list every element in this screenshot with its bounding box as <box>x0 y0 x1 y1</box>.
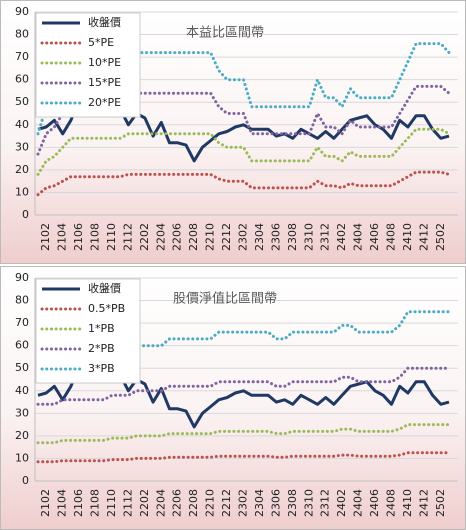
x-tick-label: 2110 <box>105 223 118 251</box>
x-tick-label: 2112 <box>121 489 134 517</box>
y-tick-label: 90 <box>15 5 29 18</box>
y-tick-label: 90 <box>15 271 29 284</box>
legend-label: 1*PB <box>88 322 115 335</box>
x-tick-label: 2402 <box>335 223 348 251</box>
x-tick-label: 2302 <box>237 489 250 517</box>
series-line <box>36 451 451 464</box>
series-line <box>36 127 451 176</box>
x-tick-label: 2502 <box>434 489 447 517</box>
x-tick-label: 2304 <box>253 489 266 517</box>
series-line <box>36 42 451 136</box>
x-tick-label: 2406 <box>368 223 381 251</box>
x-tick-label: 2112 <box>121 223 134 251</box>
x-tick-label: 2404 <box>352 223 365 251</box>
x-tick-label: 2104 <box>56 223 69 251</box>
legend-label: 0.5*PB <box>88 302 125 315</box>
legend-label: 3*PB <box>88 362 115 375</box>
x-tick-label: 2406 <box>368 489 381 517</box>
x-tick-label: 2208 <box>187 223 200 251</box>
x-tick-label: 2202 <box>138 489 151 517</box>
y-tick-label: 60 <box>15 73 29 86</box>
y-tick-label: 50 <box>15 95 29 108</box>
y-tick-label: 50 <box>15 361 29 374</box>
x-tick-label: 2412 <box>417 489 430 517</box>
chart-title: 股價淨值比區間帶 <box>173 291 277 307</box>
y-tick-label: 30 <box>15 140 29 153</box>
legend-label: 10*PE <box>88 56 121 69</box>
series-line <box>36 423 451 445</box>
x-tick-label: 2208 <box>187 489 200 517</box>
y-tick-label: 80 <box>15 294 29 307</box>
y-tick-label: 20 <box>15 429 29 442</box>
y-tick-label: 70 <box>15 316 29 329</box>
x-tick-label: 2402 <box>335 489 348 517</box>
chart-title: 本益比區間帶 <box>186 26 264 41</box>
x-tick-label: 2204 <box>154 223 167 251</box>
x-tick-label: 2102 <box>39 223 52 251</box>
x-tick-label: 2306 <box>269 489 282 517</box>
y-tick-label: 20 <box>15 163 29 176</box>
y-tick-label: 60 <box>15 339 29 352</box>
series-line <box>36 366 451 406</box>
legend-label: 20*PE <box>88 96 121 109</box>
legend-label: 2*PB <box>88 342 115 355</box>
x-tick-label: 2312 <box>319 489 332 517</box>
x-tick-label: 2310 <box>302 489 315 517</box>
x-tick-label: 2308 <box>286 489 299 517</box>
legend-label: 收盤價 <box>88 281 121 295</box>
x-tick-label: 2108 <box>89 223 102 251</box>
x-tick-label: 2308 <box>286 223 299 251</box>
x-tick-label: 2202 <box>138 223 151 251</box>
legend-label: 15*PE <box>88 76 121 89</box>
x-tick-label: 2310 <box>302 223 315 251</box>
y-tick-label: 10 <box>15 185 29 198</box>
x-tick-label: 2212 <box>220 489 233 517</box>
x-tick-label: 2210 <box>204 223 217 251</box>
x-tick-label: 2210 <box>204 489 217 517</box>
y-tick-label: 40 <box>15 118 29 131</box>
x-tick-label: 2410 <box>401 223 414 251</box>
x-tick-label: 2212 <box>220 223 233 251</box>
x-tick-label: 2302 <box>237 223 250 251</box>
legend-box <box>35 12 141 118</box>
y-tick-label: 70 <box>15 50 29 63</box>
x-tick-label: 2108 <box>89 489 102 517</box>
x-tick-label: 2412 <box>417 223 430 251</box>
x-tick-label: 2306 <box>269 223 282 251</box>
legend-label: 5*PE <box>88 36 114 49</box>
x-tick-label: 2110 <box>105 489 118 517</box>
legend-label: 收盤價 <box>88 15 121 29</box>
y-tick-label: 30 <box>15 406 29 419</box>
x-tick-label: 2304 <box>253 223 266 251</box>
y-tick-label: 0 <box>22 474 29 487</box>
x-tick-label: 2106 <box>72 489 85 517</box>
y-tick-label: 0 <box>22 208 29 221</box>
x-tick-label: 2502 <box>434 223 447 251</box>
x-tick-label: 2106 <box>72 223 85 251</box>
x-tick-label: 2410 <box>401 489 414 517</box>
y-tick-label: 40 <box>15 384 29 397</box>
legend-box <box>35 278 141 384</box>
x-tick-label: 2408 <box>384 223 397 251</box>
x-tick-label: 2104 <box>56 489 69 517</box>
x-tick-label: 2206 <box>171 223 184 251</box>
x-tick-label: 2404 <box>352 489 365 517</box>
x-tick-label: 2206 <box>171 489 184 517</box>
x-tick-label: 2408 <box>384 489 397 517</box>
x-tick-label: 2102 <box>39 489 52 517</box>
x-tick-label: 2312 <box>319 223 332 251</box>
x-tick-label: 2204 <box>154 489 167 517</box>
y-tick-label: 80 <box>15 28 29 41</box>
y-tick-label: 10 <box>15 451 29 464</box>
series-line <box>36 170 451 197</box>
